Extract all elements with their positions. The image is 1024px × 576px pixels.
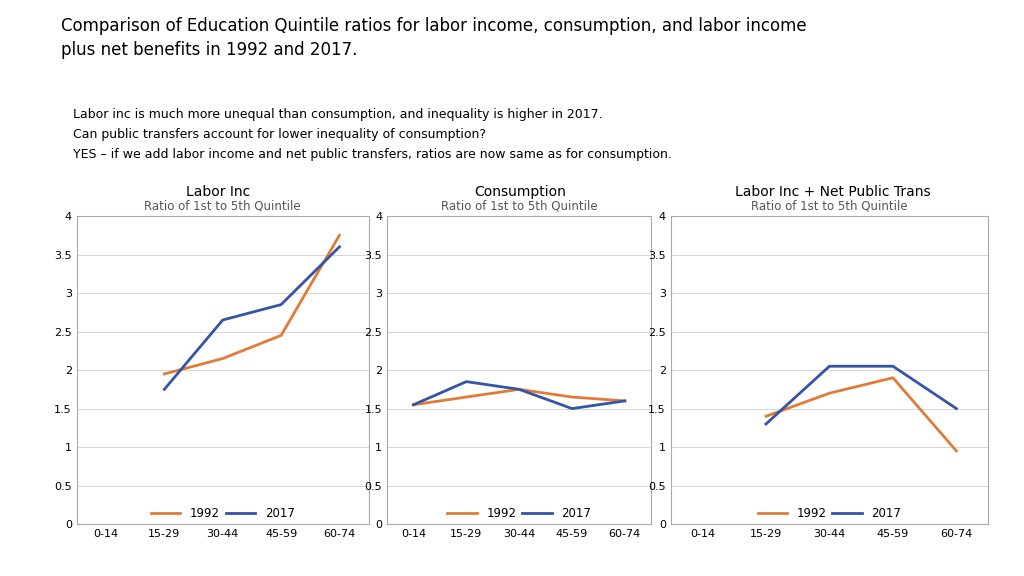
Title: Ratio of 1st to 5th Quintile: Ratio of 1st to 5th Quintile [144,199,301,212]
Legend: 1992, 2017: 1992, 2017 [447,507,591,520]
Text: Comparison of Education Quintile ratios for labor income, consumption, and labor: Comparison of Education Quintile ratios … [61,17,807,59]
Text: Labor Inc: Labor Inc [186,185,250,199]
Text: Consumption: Consumption [474,185,566,199]
Legend: 1992, 2017: 1992, 2017 [758,507,901,520]
Legend: 1992, 2017: 1992, 2017 [151,507,295,520]
Text: Labor inc is much more unequal than consumption, and inequality is higher in 201: Labor inc is much more unequal than cons… [73,108,672,161]
Title: Ratio of 1st to 5th Quintile: Ratio of 1st to 5th Quintile [752,199,907,212]
Title: Ratio of 1st to 5th Quintile: Ratio of 1st to 5th Quintile [441,199,597,212]
Text: Labor Inc + Net Public Trans: Labor Inc + Net Public Trans [734,185,931,199]
